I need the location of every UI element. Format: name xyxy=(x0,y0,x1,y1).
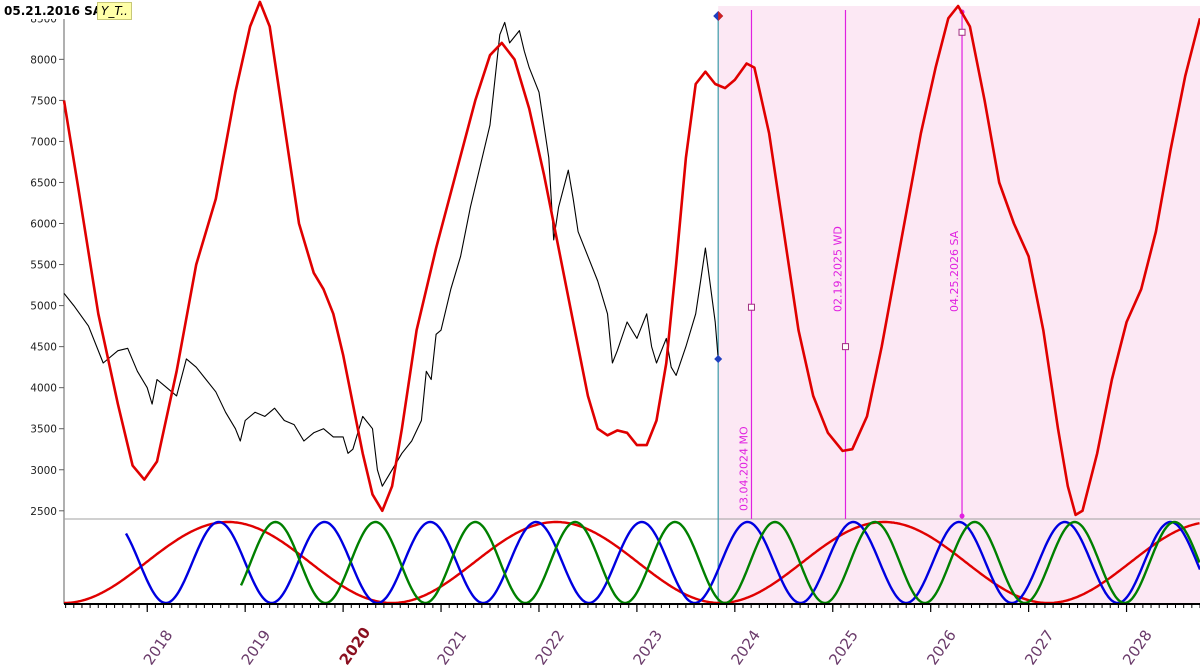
indicator-tag[interactable]: Y_T.. xyxy=(97,2,132,20)
projection-marker-label: 04.25.2026 SA xyxy=(948,230,961,312)
x-tick-label: 2021 xyxy=(434,627,471,669)
x-tick-label: 2023 xyxy=(629,627,666,669)
x-tick-label: 2028 xyxy=(1119,627,1156,669)
last-price-diamond xyxy=(714,354,723,363)
y-tick-label: 3500 xyxy=(30,424,57,436)
projection-zone-lower xyxy=(718,519,1200,604)
y-tick-label: 7000 xyxy=(30,136,57,148)
y-tick-label: 5500 xyxy=(30,260,57,272)
y-tick-label: 4000 xyxy=(30,383,57,395)
price-line xyxy=(63,21,719,487)
y-tick-label: 7500 xyxy=(30,95,57,107)
y-tick-label: 6500 xyxy=(30,177,57,189)
x-tick-label: 2022 xyxy=(531,627,568,669)
composite_cycle-line xyxy=(62,0,1200,517)
x-tick-label: 2027 xyxy=(1021,627,1058,669)
cycle-wave xyxy=(239,520,1200,605)
x-tick-label: 2020 xyxy=(336,624,375,669)
marker-bottom-dot xyxy=(959,513,965,519)
chart-date-label: 05.21.2016 SA xyxy=(2,3,105,19)
cycle-wave xyxy=(64,520,1200,605)
x-tick-label: 2024 xyxy=(727,627,764,669)
y-tick-label: 3000 xyxy=(30,465,57,477)
x-tick-label: 2019 xyxy=(238,627,275,669)
x-tick-label: 2026 xyxy=(923,627,960,669)
y-tick-label: 5000 xyxy=(30,301,57,313)
y-tick-label: 8000 xyxy=(30,54,57,66)
projection-marker-point xyxy=(747,303,755,311)
projection-marker-point xyxy=(841,343,849,351)
y-tick-label: 4500 xyxy=(30,342,57,354)
x-tick-label: 2018 xyxy=(140,627,177,669)
y-tick-label: 2500 xyxy=(30,506,57,518)
projection-marker-point xyxy=(958,28,966,36)
cycle-wave xyxy=(124,520,1200,605)
x-tick-label: 2025 xyxy=(825,627,862,669)
y-tick-label: 6000 xyxy=(30,219,57,231)
projection-marker-label: 02.19.2025 WD xyxy=(831,226,844,312)
projection-zone xyxy=(718,6,1200,519)
now-top-diamond-half xyxy=(718,11,724,21)
projection-marker-label: 03.04.2024 MO xyxy=(737,426,750,511)
